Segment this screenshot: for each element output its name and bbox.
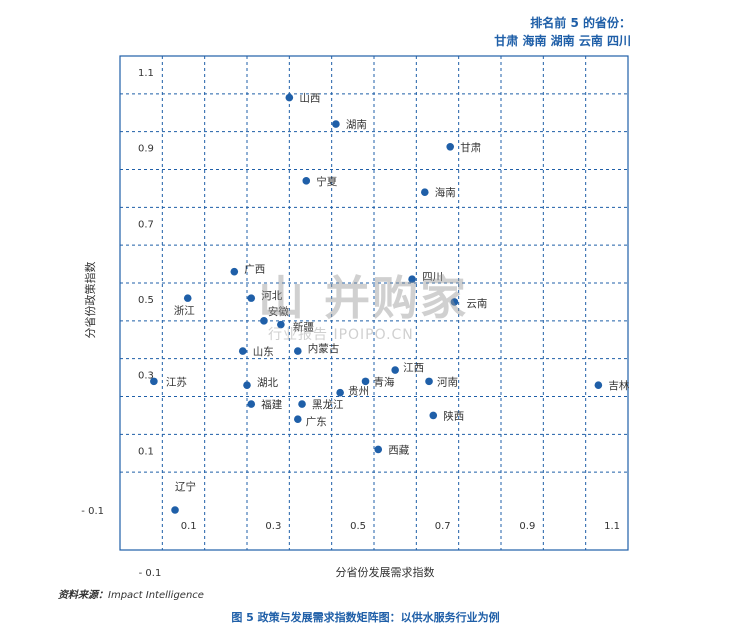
data-point xyxy=(594,381,603,389)
y-tick-label: 0.9 xyxy=(138,144,154,155)
point-label: 福建 xyxy=(261,398,282,411)
point-label: 甘肃 xyxy=(460,141,481,154)
top5-callout: 排名前 5 的省份： 甘肃 海南 湖南 云南 四川 xyxy=(494,14,631,50)
point-label: 辽宁 xyxy=(175,480,196,493)
figure-caption: 图 5 政策与发展需求指数矩阵图：以供水服务行业为例 xyxy=(231,611,500,624)
point-label: 江西 xyxy=(403,362,424,374)
point-label: 湖北 xyxy=(257,377,278,389)
data-point xyxy=(247,400,256,408)
data-point xyxy=(421,188,429,196)
data-point xyxy=(391,366,399,374)
y-tick-label: 0.3 xyxy=(138,371,154,382)
data-point xyxy=(374,445,383,454)
point-label: 安徽 xyxy=(268,305,289,318)
x-tick-label: - 0.1 xyxy=(139,568,162,579)
point-label: 江苏 xyxy=(166,375,187,388)
y-tick-label: - 0.1 xyxy=(81,506,104,517)
y-axis-title: 分省份政策指数 xyxy=(83,262,97,339)
data-point xyxy=(361,377,370,386)
data-point xyxy=(298,400,306,408)
data-point xyxy=(450,298,459,306)
data-point xyxy=(238,347,247,355)
point-label: 陕西 xyxy=(443,409,464,422)
point-label: 黑龙江 xyxy=(312,398,344,411)
x-axis-title: 分省份发展需求指数 xyxy=(336,565,435,579)
x-tick-label: 0.3 xyxy=(265,521,281,532)
data-point xyxy=(446,143,455,151)
point-label: 云南 xyxy=(466,297,487,310)
point-label: 山西 xyxy=(299,93,320,105)
data-point xyxy=(294,347,302,355)
grid-layer xyxy=(119,55,629,551)
source-note: 资料来源：Impact Intelligence xyxy=(58,586,204,601)
point-label: 河北 xyxy=(261,290,282,302)
point-label: 浙江 xyxy=(174,305,195,317)
data-point xyxy=(243,381,251,389)
point-label: 河南 xyxy=(437,375,458,388)
data-point xyxy=(260,317,268,325)
data-point xyxy=(183,294,192,302)
data-point xyxy=(277,320,285,329)
data-point xyxy=(332,120,340,128)
point-label: 山东 xyxy=(253,345,274,358)
point-label: 广西 xyxy=(244,264,265,276)
point-label: 青海 xyxy=(374,375,395,388)
x-tick-label: 0.1 xyxy=(181,521,197,532)
data-point xyxy=(294,415,302,424)
point-label: 内蒙古 xyxy=(308,342,340,355)
top5-provinces: 甘肃 海南 湖南 云南 四川 xyxy=(494,34,631,48)
point-label: 海南 xyxy=(435,186,456,199)
top5-title: 排名前 5 的省份： xyxy=(530,16,631,30)
y-tick-label: 0.1 xyxy=(138,446,154,457)
data-point xyxy=(302,177,311,185)
point-label: 贵州 xyxy=(348,385,369,398)
data-point xyxy=(230,267,239,276)
point-label: 宁夏 xyxy=(316,175,337,188)
x-tick-label: 0.9 xyxy=(519,521,535,532)
point-label: 新疆 xyxy=(293,321,314,334)
data-point xyxy=(336,388,344,397)
source-label: 资料来源： xyxy=(58,590,108,601)
point-label: 广东 xyxy=(306,415,327,428)
y-tick-label: 0.7 xyxy=(138,219,154,230)
x-tick-label: 0.7 xyxy=(435,521,451,532)
point-label: 西藏 xyxy=(388,444,409,456)
data-point xyxy=(150,377,158,386)
tick-labels: - 0.1 0.1 0.3 0.5 0.7 0.9 1.1 - 0.1 0.1 0.3 0.5 0.7… xyxy=(81,68,620,579)
point-label: 吉林 xyxy=(608,379,629,392)
data-point xyxy=(429,411,438,420)
data-point xyxy=(247,294,256,302)
data-point xyxy=(408,275,416,284)
y-tick-label: 1.1 xyxy=(138,68,154,79)
point-label: 湖南 xyxy=(346,118,367,131)
data-point xyxy=(171,506,179,514)
data-point xyxy=(425,377,433,386)
x-tick-label: 0.5 xyxy=(350,521,366,532)
point-label: 四川 xyxy=(422,271,443,283)
y-tick-label: 0.5 xyxy=(138,295,154,306)
data-point xyxy=(285,93,294,102)
source-text: Impact Intelligence xyxy=(108,590,204,601)
x-tick-label: 1.1 xyxy=(604,521,620,532)
